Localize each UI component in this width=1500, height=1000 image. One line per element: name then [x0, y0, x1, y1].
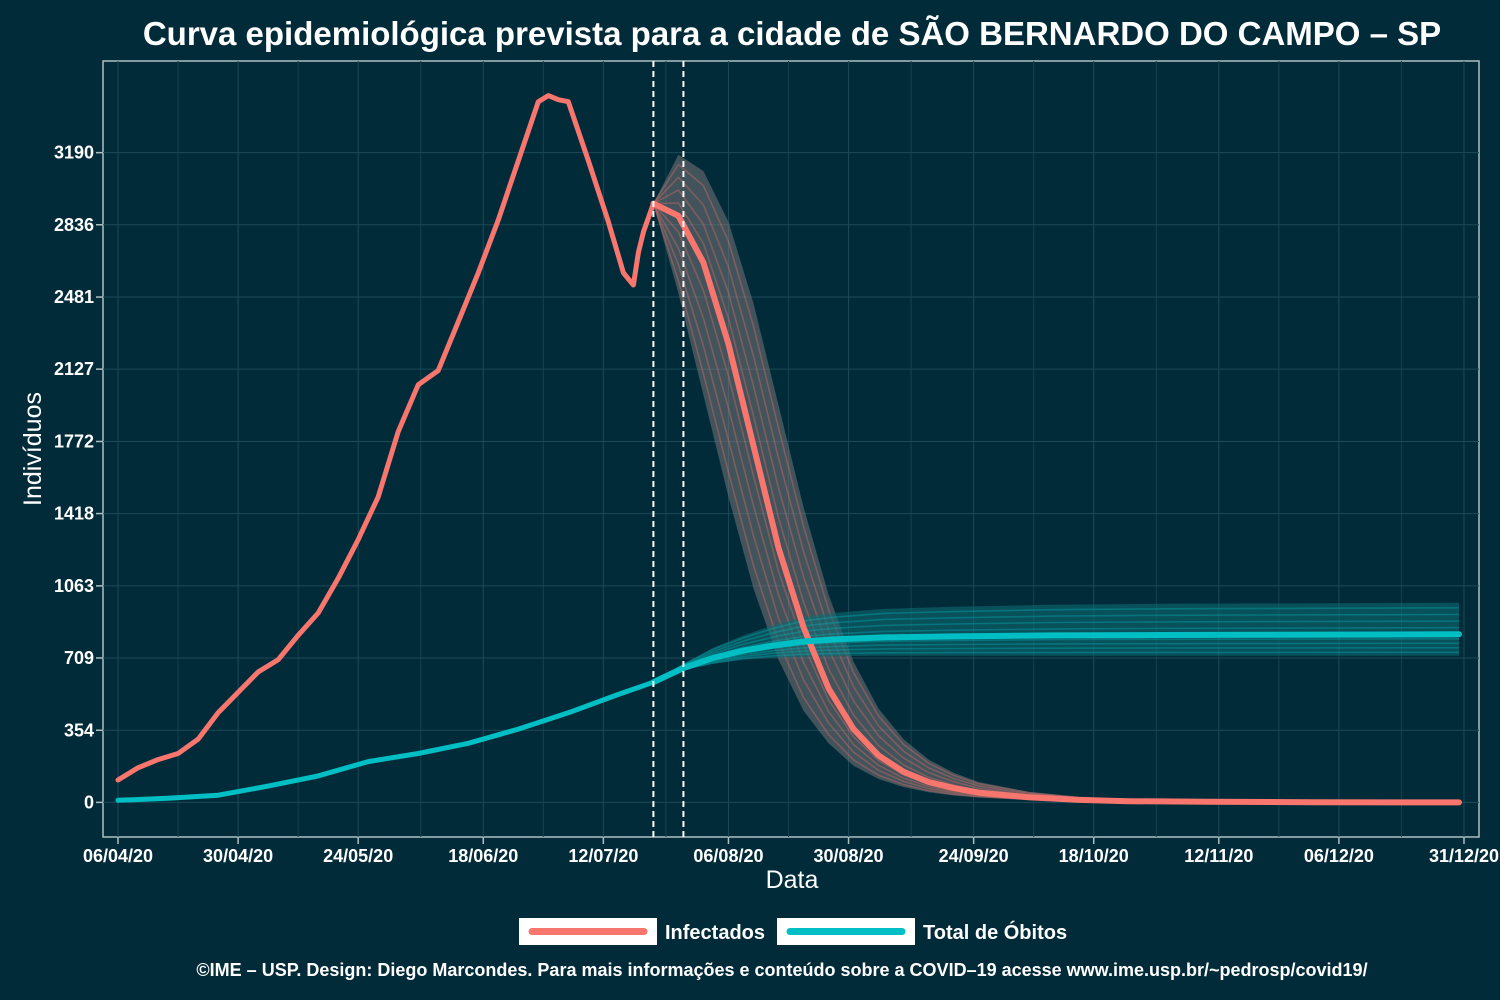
observed-line-infectados: [115, 93, 656, 783]
x-tick-label: 12/07/20: [568, 846, 638, 866]
y-tick-label: 2481: [54, 287, 94, 307]
plot-frame: [102, 60, 1480, 838]
projection-line-infectados: [650, 200, 1462, 806]
y-tick-label: 709: [64, 648, 94, 668]
ensemble-line-obitos: [653, 646, 1460, 683]
observed-line-obitos: [115, 679, 656, 803]
series-lines: [115, 93, 1462, 806]
x-tick-label: 30/08/20: [814, 846, 884, 866]
x-tick-label: 18/10/20: [1059, 846, 1129, 866]
grid-lines: [103, 61, 1479, 837]
x-tick-label: 30/04/20: [203, 846, 273, 866]
ensemble-line-obitos: [653, 651, 1460, 683]
ensemble-line-obitos: [652, 606, 1460, 683]
x-tick-label: 18/06/20: [448, 846, 518, 866]
x-tick-label: 06/04/20: [83, 846, 153, 866]
footer-credit: ©IME – USP. Design: Diego Marcondes. Par…: [196, 960, 1367, 980]
y-tick-label: 2127: [54, 359, 94, 379]
chart-title: Curva epidemiológica prevista para a cid…: [143, 15, 1441, 52]
y-tick-label: 1772: [54, 431, 94, 451]
legend-label-infectados: Infectados: [665, 922, 765, 944]
legend: Infectados Total de Óbitos: [519, 918, 1067, 945]
y-tick-label: 0: [84, 792, 94, 812]
band-obitos: [653, 602, 1459, 683]
ensemble-line-obitos: [653, 613, 1460, 683]
y-tick-label: 1063: [54, 576, 94, 596]
x-tick-label: 12/11/20: [1184, 846, 1253, 866]
y-tick-label: 2836: [54, 215, 94, 235]
y-tick-label: 1418: [54, 504, 94, 524]
y-tick-label: 3190: [54, 143, 94, 163]
plot-area: [102, 60, 1480, 838]
x-axis: 06/04/20 30/04/20 24/05/20 18/06/20 12/07/20…: [83, 837, 1499, 866]
ensemble-line-obitos: [653, 620, 1460, 683]
y-axis: 0 354 709 1063 1418 1772 2127 2481 2836 3190: [54, 143, 103, 812]
x-tick-label: 06/08/20: [693, 846, 763, 866]
legend-label-obitos: Total de Óbitos: [923, 920, 1067, 944]
x-tick-label: 24/09/20: [939, 846, 1009, 866]
y-tick-label: 354: [64, 720, 94, 740]
x-tick-label: 06/12/20: [1304, 846, 1374, 866]
projection-line-obitos: [650, 631, 1462, 686]
x-axis-title: Data: [766, 866, 819, 894]
x-tick-label: 31/12/20: [1429, 846, 1499, 866]
x-tick-label: 24/05/20: [323, 846, 393, 866]
y-axis-title: Indivíduos: [19, 392, 47, 506]
